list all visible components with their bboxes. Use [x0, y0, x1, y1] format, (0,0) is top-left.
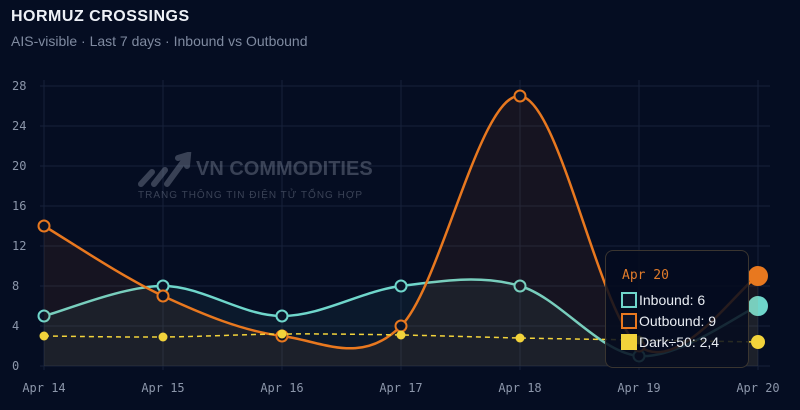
outbound-swatch-icon [621, 313, 637, 329]
watermark-brand: VN COMMODITIES [196, 158, 373, 180]
y-tick-label: 20 [12, 159, 26, 173]
x-tick-label: Apr 14 [22, 381, 65, 395]
dark-point [396, 330, 406, 340]
y-tick-label: 12 [12, 239, 26, 253]
watermark-tagline: TRANG THÔNG TIN ĐIỆN TỬ TỔNG HỢP [138, 190, 364, 201]
dark-point [515, 333, 525, 343]
inbound-swatch-icon [621, 292, 637, 308]
dark-point [751, 335, 765, 349]
tooltip: Apr 20 Inbound: 6 Outbound: 9 Dark÷50: 2… [605, 250, 749, 368]
tooltip-row-inbound: Inbound: 6 [621, 292, 705, 308]
y-tick-label: 24 [12, 119, 26, 133]
chart-title: HORMUZ CROSSINGS [11, 8, 190, 25]
x-tick-label: Apr 19 [617, 381, 660, 395]
inbound-point [748, 296, 768, 316]
dark-point [158, 332, 168, 342]
x-tick-label: Apr 16 [260, 381, 303, 395]
inbound-point [394, 279, 408, 293]
dark-swatch-icon [621, 334, 637, 350]
inbound-point [513, 279, 527, 293]
tooltip-dark: Dark÷50: 2,4 [639, 334, 720, 350]
outbound-area [44, 95, 758, 366]
y-tick-label: 8 [12, 279, 19, 293]
y-tick-label: 0 [12, 359, 19, 373]
x-tick-label: Apr 17 [379, 381, 422, 395]
x-tick-label: Apr 20 [736, 381, 779, 395]
inbound-point [37, 309, 51, 323]
dark-point [277, 329, 287, 339]
y-tick-label: 4 [12, 319, 19, 333]
outbound-point [394, 319, 408, 333]
x-tick-label: Apr 18 [498, 381, 541, 395]
chart-subtitle: AIS-visible · Last 7 days · Inbound vs O… [11, 33, 308, 49]
tooltip-inbound: Inbound: 6 [639, 292, 706, 308]
outbound-point [513, 89, 527, 103]
outbound-point [156, 289, 170, 303]
x-tick-label: Apr 15 [141, 381, 184, 395]
tooltip-row-outbound: Outbound: 9 [621, 313, 716, 329]
trend-arrow-icon [138, 150, 192, 187]
dark-point [39, 331, 49, 341]
tooltip-date: Apr 20 [622, 268, 669, 283]
tooltip-outbound: Outbound: 9 [639, 313, 717, 329]
y-tick-label: 28 [12, 79, 26, 93]
inbound-point [275, 309, 289, 323]
outbound-point [748, 266, 768, 286]
tooltip-row-dark: Dark÷50: 2,4 [621, 334, 719, 350]
outbound-point [37, 219, 51, 233]
watermark-logo: VN COMMODITIES TRANG THÔNG TIN ĐIỆN TỬ T… [138, 150, 373, 201]
y-tick-label: 16 [12, 199, 26, 213]
